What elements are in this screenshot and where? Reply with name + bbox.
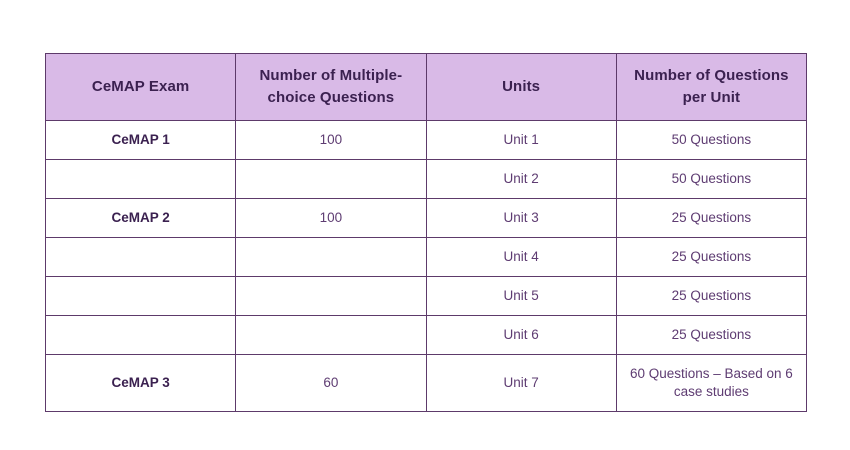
cell-unit: Unit 3 bbox=[425, 198, 617, 238]
cell-exam: CeMAP 2 bbox=[44, 198, 237, 238]
cell-per-unit: 25 Questions bbox=[615, 198, 808, 238]
cell-unit: Unit 4 bbox=[425, 237, 617, 277]
cell-exam: CeMAP 1 bbox=[44, 120, 237, 160]
cell-mcq bbox=[235, 315, 427, 355]
table-row: CeMAP 1 100 Unit 1 50 Questions bbox=[44, 120, 808, 160]
cell-exam bbox=[44, 276, 237, 316]
cell-mcq bbox=[235, 237, 427, 277]
header-units: Units bbox=[425, 53, 617, 121]
cell-per-unit: 50 Questions bbox=[615, 159, 808, 199]
cell-per-unit: 60 Questions – Based on 6 case studies bbox=[615, 354, 808, 412]
cell-unit: Unit 7 bbox=[425, 354, 617, 412]
cell-per-unit: 25 Questions bbox=[615, 315, 808, 355]
cell-mcq bbox=[235, 276, 427, 316]
cell-unit: Unit 6 bbox=[425, 315, 617, 355]
header-cemap-exam: CeMAP Exam bbox=[44, 53, 237, 121]
table-row: Unit 4 25 Questions bbox=[44, 237, 808, 277]
cell-mcq: 60 bbox=[235, 354, 427, 412]
table-row: Unit 5 25 Questions bbox=[44, 276, 808, 316]
cell-mcq: 100 bbox=[235, 120, 427, 160]
cemap-exam-table: CeMAP Exam Number of Multiple- choice Qu… bbox=[44, 53, 808, 412]
cell-exam bbox=[44, 237, 237, 277]
header-mcq-count: Number of Multiple- choice Questions bbox=[235, 53, 427, 121]
table-row: Unit 6 25 Questions bbox=[44, 315, 808, 355]
table-row: CeMAP 3 60 Unit 7 60 Questions – Based o… bbox=[44, 354, 808, 412]
cell-unit: Unit 2 bbox=[425, 159, 617, 199]
table-row: CeMAP 2 100 Unit 3 25 Questions bbox=[44, 198, 808, 238]
cell-mcq bbox=[235, 159, 427, 199]
cell-per-unit: 25 Questions bbox=[615, 237, 808, 277]
cell-per-unit: 50 Questions bbox=[615, 120, 808, 160]
header-row: CeMAP Exam Number of Multiple- choice Qu… bbox=[44, 53, 808, 121]
cell-unit: Unit 1 bbox=[425, 120, 617, 160]
table-row: Unit 2 50 Questions bbox=[44, 159, 808, 199]
cell-per-unit: 25 Questions bbox=[615, 276, 808, 316]
cell-exam: CeMAP 3 bbox=[44, 354, 237, 412]
cell-exam bbox=[44, 315, 237, 355]
cell-mcq: 100 bbox=[235, 198, 427, 238]
cell-unit: Unit 5 bbox=[425, 276, 617, 316]
header-questions-per-unit: Number of Questions per Unit bbox=[615, 53, 808, 121]
cell-exam bbox=[44, 159, 237, 199]
